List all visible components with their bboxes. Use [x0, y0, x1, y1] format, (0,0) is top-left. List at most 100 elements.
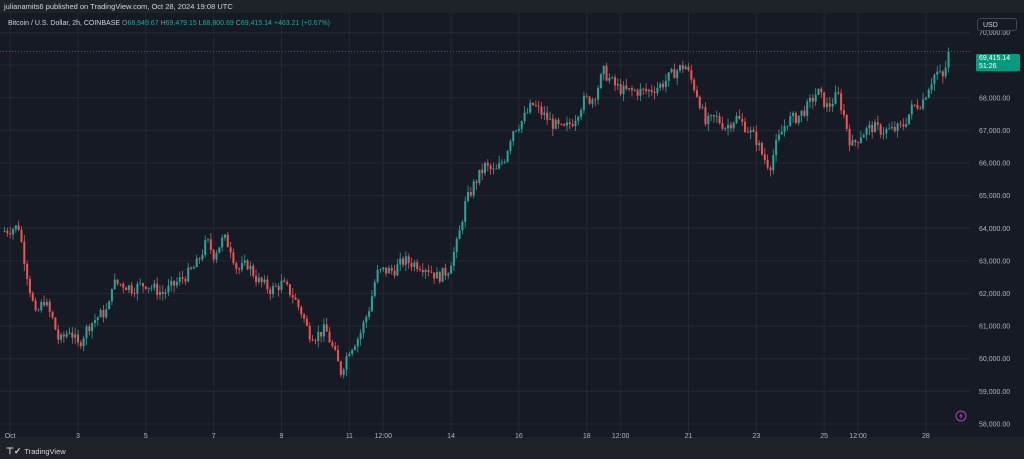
candle — [676, 68, 679, 86]
candle — [255, 269, 258, 287]
candle — [447, 271, 450, 279]
x-tick-label: 14 — [447, 433, 455, 440]
candle-body — [260, 277, 263, 283]
candle-body — [62, 334, 65, 337]
price-axis[interactable]: 58,000.00 59,000.00 60,000.00 61,000.00 62,0… — [970, 13, 1024, 437]
candle-body — [435, 272, 438, 279]
flash-icon[interactable] — [955, 410, 967, 422]
candle-body — [43, 302, 46, 306]
candle — [201, 249, 204, 262]
candle-body — [820, 88, 823, 93]
candle — [232, 248, 235, 266]
candle — [424, 268, 427, 279]
candle-body — [933, 74, 936, 85]
high-label: H — [160, 20, 166, 27]
candle-body — [718, 116, 721, 124]
candle — [407, 253, 410, 269]
candle — [399, 252, 402, 272]
candle — [588, 95, 591, 106]
candle — [308, 322, 311, 343]
candle — [317, 325, 320, 348]
candle — [537, 100, 540, 113]
candle — [868, 120, 871, 136]
candle — [147, 287, 150, 294]
candle-body — [105, 309, 108, 318]
candle — [387, 265, 390, 274]
candle — [667, 72, 670, 87]
candle — [766, 154, 769, 170]
candle-body — [207, 239, 210, 241]
candle — [393, 265, 396, 279]
candle — [82, 335, 85, 352]
candle-body — [851, 140, 854, 146]
candle-body — [427, 269, 430, 272]
candle-body — [939, 71, 942, 73]
candle — [300, 305, 303, 319]
candle-body — [608, 77, 611, 81]
candle — [170, 276, 173, 292]
candle — [825, 97, 829, 113]
time-axis[interactable]: Oct 3 5 7 9 11 12:00 14 16 18 12:00 21 23 25 12:00 28 — [0, 430, 970, 440]
candle-body — [60, 334, 63, 340]
candle-body — [936, 71, 939, 75]
candle — [127, 284, 130, 294]
candle-body — [509, 141, 512, 152]
candle — [941, 69, 944, 84]
candle — [930, 78, 933, 94]
candle — [85, 324, 88, 346]
candle-body — [85, 326, 88, 339]
candle — [704, 102, 707, 127]
candle — [732, 121, 735, 132]
candle-body — [492, 168, 495, 170]
candle-body — [667, 72, 670, 81]
candle-body — [31, 292, 34, 301]
candle-body — [947, 51, 950, 68]
y-tick-label: 66,000.00 — [979, 161, 1010, 168]
candle-body — [625, 85, 628, 90]
price-chart[interactable] — [0, 13, 970, 437]
candle-body — [763, 154, 766, 160]
candle-body — [679, 65, 682, 71]
brand-name[interactable]: TradingView — [24, 446, 66, 456]
low-value: 68,800.69 — [202, 20, 234, 27]
candle — [622, 81, 625, 102]
candle-body — [167, 285, 170, 293]
candle — [198, 257, 201, 264]
candle-body — [385, 267, 388, 274]
candle-body — [676, 70, 679, 79]
candle — [141, 282, 145, 293]
candle — [359, 329, 362, 346]
candle-body — [636, 90, 639, 96]
tradingview-logo-icon[interactable]: ⊤✓ — [6, 445, 22, 456]
candle-body — [520, 121, 523, 129]
candle-body — [927, 89, 930, 98]
currency-button[interactable]: USD — [977, 18, 1017, 31]
candle — [611, 76, 614, 80]
candle — [14, 224, 17, 233]
candle — [718, 112, 721, 125]
y-tick-label: 62,000.00 — [979, 291, 1010, 298]
candle-body — [269, 289, 272, 295]
candle-body — [390, 267, 393, 271]
candle-body — [605, 65, 608, 81]
candle — [3, 226, 6, 233]
candle-body — [379, 269, 382, 270]
candle-body — [645, 88, 648, 92]
chart-area[interactable] — [0, 13, 970, 437]
candle — [712, 114, 715, 123]
candle — [421, 263, 424, 277]
candle — [876, 115, 879, 131]
candle — [670, 67, 673, 74]
x-tick-label: 25 — [820, 433, 828, 440]
candle — [783, 119, 786, 137]
candle — [195, 254, 198, 268]
candle-body — [345, 356, 348, 370]
candle — [834, 85, 837, 105]
candle-body — [715, 116, 718, 118]
candle — [238, 267, 241, 275]
candle-body — [342, 369, 345, 375]
candle — [512, 130, 515, 146]
candle — [509, 139, 512, 155]
candle-body — [277, 285, 280, 290]
candle-body — [848, 128, 851, 146]
